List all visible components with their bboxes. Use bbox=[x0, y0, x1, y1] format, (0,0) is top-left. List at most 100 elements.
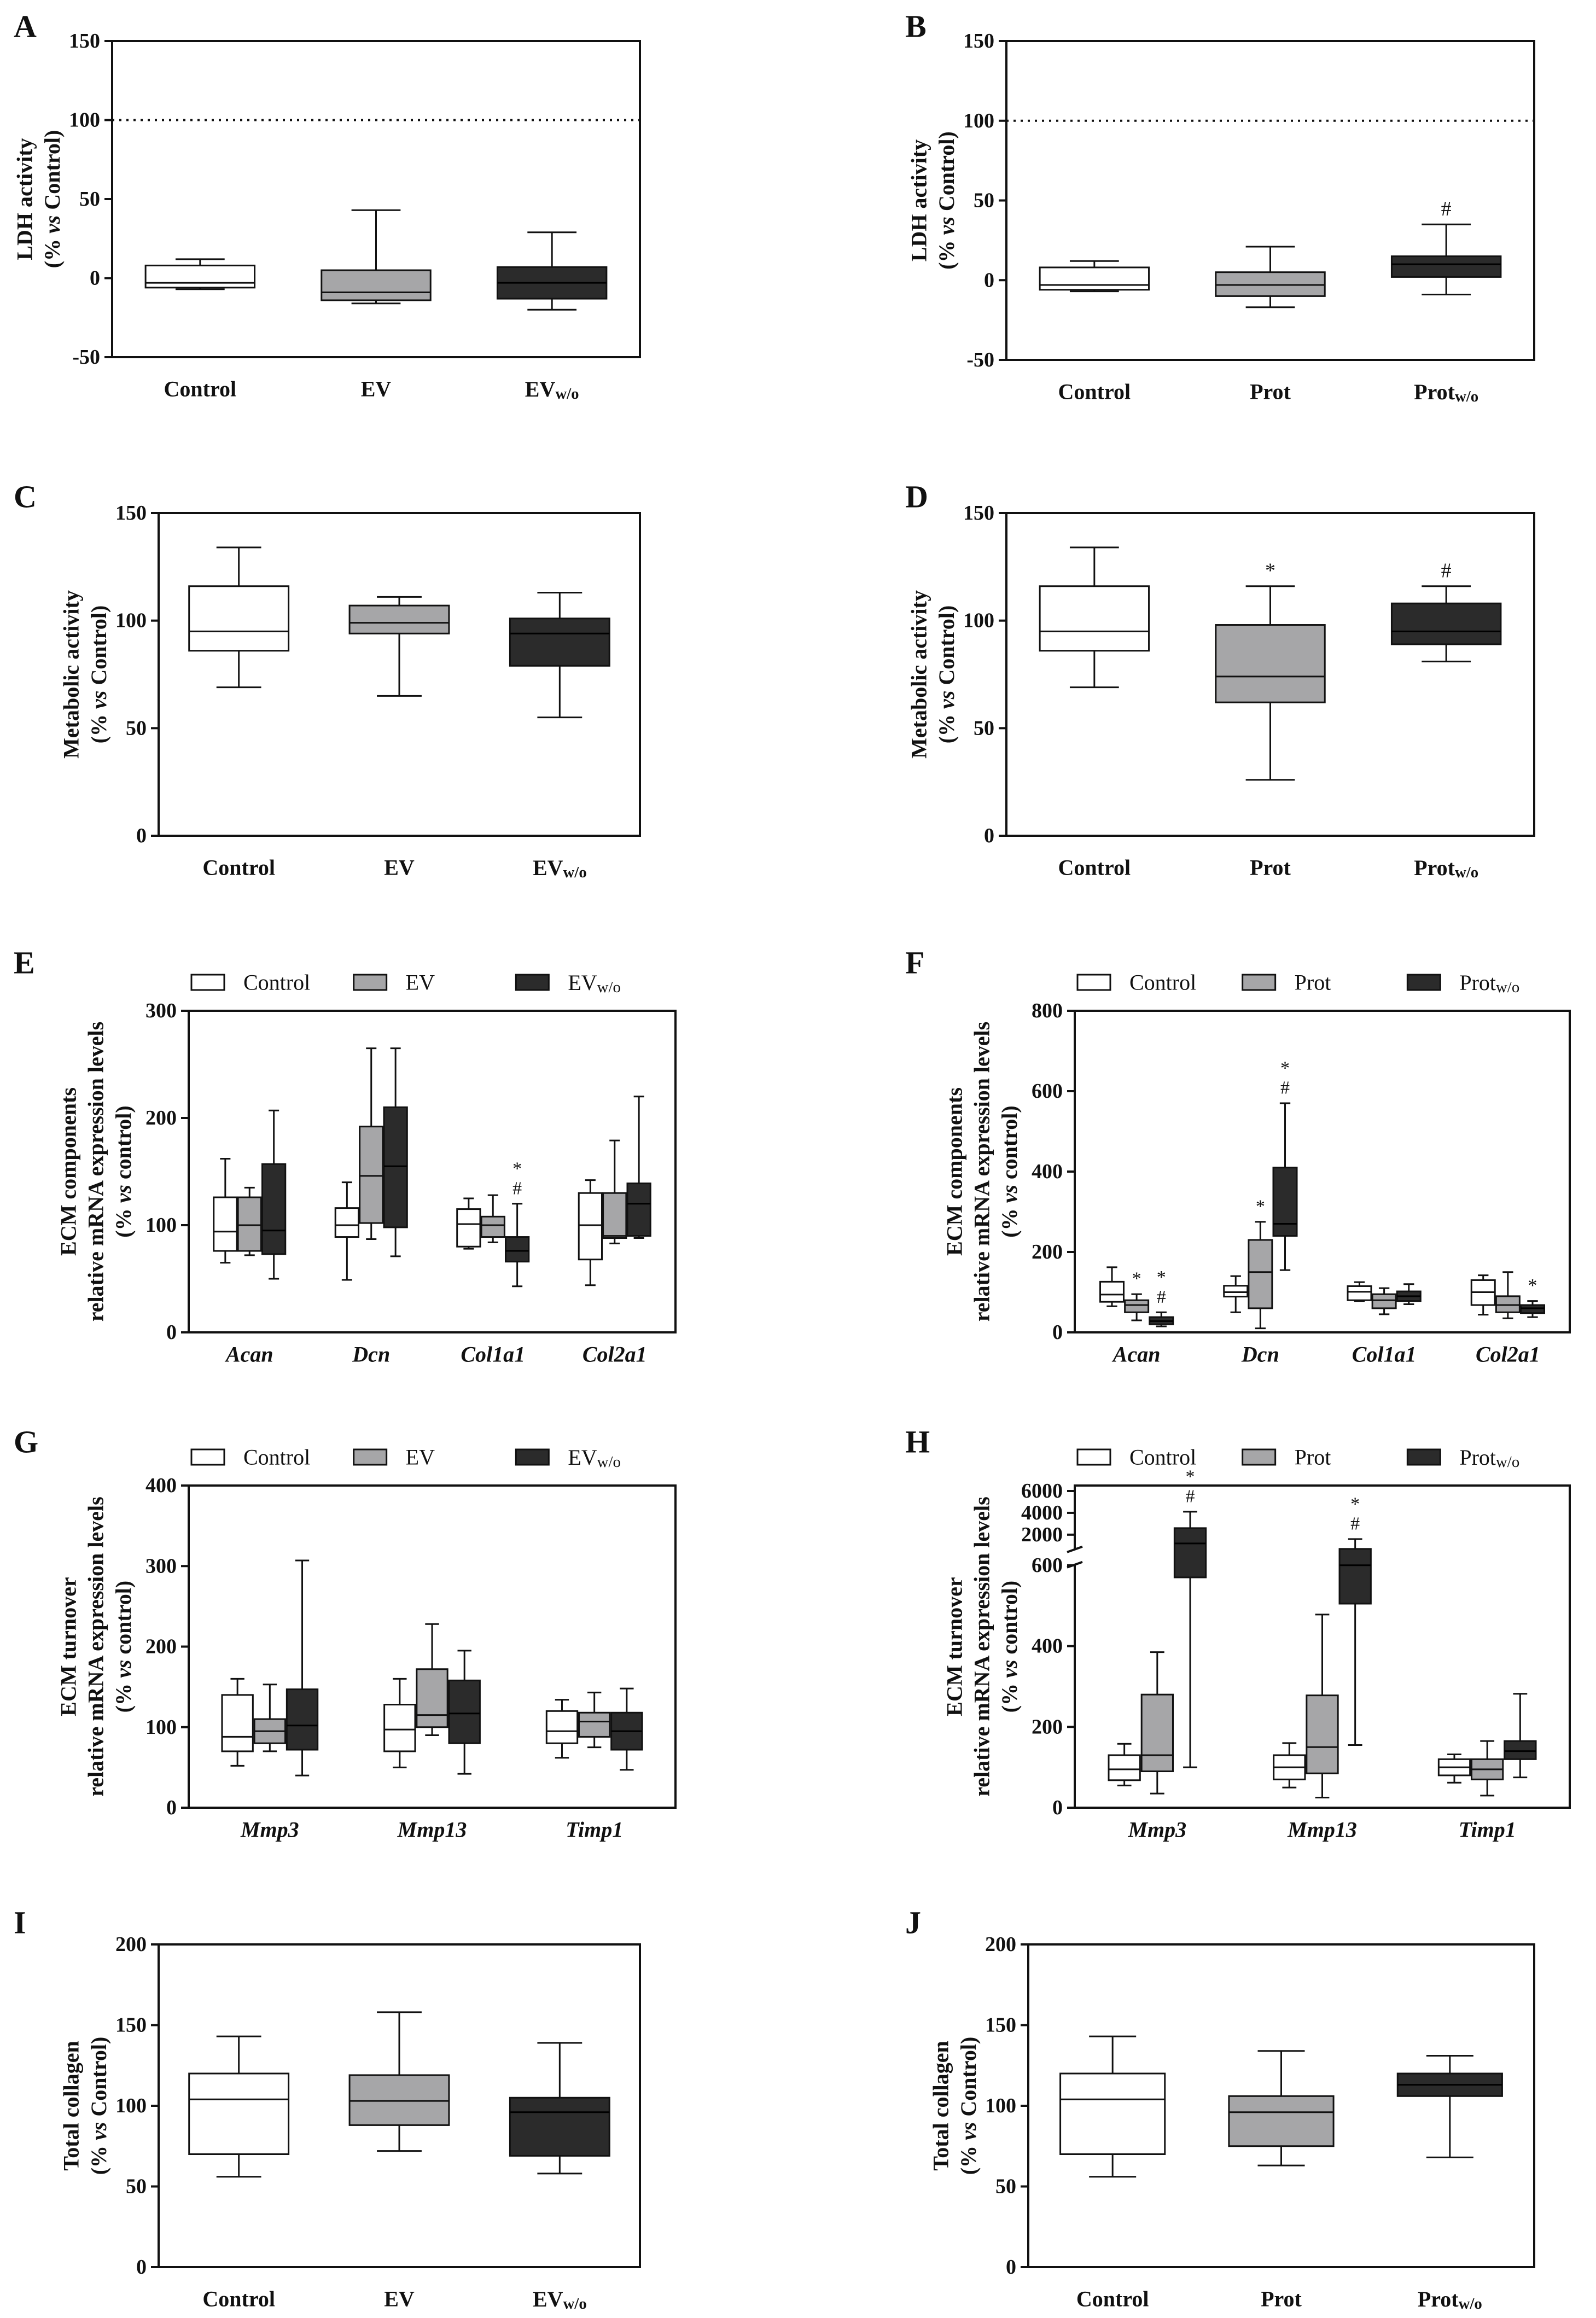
legend-label: EVw/o bbox=[568, 970, 621, 996]
box-plot bbox=[578, 1179, 603, 1286]
y-axis-label: Total collagen bbox=[59, 2041, 84, 2170]
legend-label: Protw/o bbox=[1459, 970, 1519, 996]
x-category-label: Acan bbox=[224, 1342, 273, 1367]
x-category-label: Dcn bbox=[352, 1342, 390, 1367]
y-tick-label: 200 bbox=[145, 1635, 177, 1658]
x-category-label: Protw/o bbox=[1414, 380, 1478, 405]
legend-swatch bbox=[353, 1448, 388, 1466]
x-category-label: EVw/o bbox=[525, 377, 579, 403]
box-plot bbox=[1223, 1275, 1249, 1313]
box-plot: * bbox=[1215, 560, 1326, 781]
significance-mark: * bbox=[512, 1158, 522, 1179]
legend-label: EV bbox=[406, 970, 435, 995]
box-iqr bbox=[1124, 1299, 1150, 1313]
box-plot bbox=[1396, 1283, 1422, 1306]
y-axis-label: Total collagen bbox=[929, 2041, 953, 2170]
box-plot bbox=[321, 209, 432, 305]
box-iqr bbox=[1039, 585, 1150, 652]
legend-swatch bbox=[515, 974, 550, 991]
plot-frame bbox=[158, 512, 641, 837]
y-tick-label: 100 bbox=[145, 1716, 177, 1739]
box-plot bbox=[213, 1157, 238, 1264]
x-category-label: Timp1 bbox=[566, 1818, 623, 1842]
y-tick-label: 0 bbox=[1052, 1796, 1063, 1819]
box-plot bbox=[1306, 1614, 1339, 1799]
x-category-label: Mmp3 bbox=[1127, 1818, 1186, 1842]
box-plot bbox=[334, 1181, 359, 1281]
y-tick-label: 800 bbox=[1032, 999, 1063, 1022]
y-tick-label: 100 bbox=[963, 109, 994, 132]
x-category-label: Protw/o bbox=[1418, 2287, 1482, 2313]
legend-label: Protw/o bbox=[1459, 1445, 1519, 1471]
y-tick-label: 0 bbox=[166, 1796, 177, 1819]
box-iqr bbox=[1228, 2095, 1335, 2147]
box-iqr bbox=[626, 1183, 651, 1237]
box-plot bbox=[610, 1687, 643, 1771]
plot-frame bbox=[1005, 512, 1535, 837]
y-tick-label: 100 bbox=[69, 109, 100, 132]
y-tick-label: 200 bbox=[115, 1933, 147, 1956]
x-category-label: Control bbox=[1076, 2287, 1149, 2311]
y-tick-label: 0 bbox=[136, 824, 147, 847]
box-plot bbox=[448, 1650, 481, 1775]
y-tick-label: 200 bbox=[145, 1106, 177, 1129]
box-iqr bbox=[383, 1704, 416, 1752]
x-category-label: Mmp13 bbox=[397, 1818, 467, 1842]
significance-mark: # bbox=[1280, 1078, 1290, 1098]
x-category-label: EV bbox=[384, 855, 415, 880]
x-category-label: Timp1 bbox=[1459, 1818, 1516, 1842]
y-tick-label: 400 bbox=[1032, 1160, 1063, 1183]
x-category-label: Control bbox=[1058, 380, 1131, 404]
significance-mark: * bbox=[1528, 1276, 1537, 1296]
box-iqr bbox=[1099, 1280, 1125, 1303]
y-axis-label: (% vs control) bbox=[997, 1581, 1022, 1713]
box-iqr bbox=[1371, 1293, 1397, 1309]
box-iqr bbox=[1223, 1285, 1249, 1298]
box-plot bbox=[359, 1047, 384, 1240]
box-plot: #* bbox=[505, 1158, 530, 1288]
legend-swatch bbox=[190, 974, 225, 991]
box-plot bbox=[496, 231, 608, 311]
plot-frame bbox=[1005, 40, 1535, 361]
y-tick-label: 4000 bbox=[1021, 1501, 1063, 1524]
y-axis-label: ECM turnover bbox=[942, 1577, 967, 1716]
y-tick-label: 150 bbox=[115, 502, 147, 525]
x-category-label: Mmp13 bbox=[1287, 1818, 1357, 1842]
panel-d: D 150 100 50 0 Metabolic activity (% vs Contro… bbox=[905, 479, 1535, 881]
legend-label: Prot bbox=[1295, 1445, 1331, 1470]
box-iqr bbox=[1338, 1548, 1372, 1605]
panel-letter: C bbox=[14, 479, 37, 515]
box-plot bbox=[509, 592, 610, 719]
legend-swatch bbox=[1242, 1448, 1277, 1466]
y-tick-label: 100 bbox=[985, 2094, 1016, 2117]
box-iqr bbox=[348, 604, 450, 634]
y-tick-label: 0 bbox=[1006, 2256, 1016, 2279]
box-plot: # bbox=[1390, 197, 1502, 295]
legend-swatch bbox=[1242, 974, 1277, 991]
y-tick-label: 0 bbox=[984, 824, 994, 847]
legend-label: Control bbox=[1129, 1445, 1196, 1470]
y-tick-label: -50 bbox=[966, 348, 994, 371]
y-tick-label: 0 bbox=[166, 1321, 177, 1344]
box-plot bbox=[1039, 260, 1150, 293]
x-category-label: EVw/o bbox=[533, 2287, 587, 2313]
legend-swatch bbox=[1406, 974, 1441, 991]
box-plot bbox=[144, 258, 256, 290]
box-iqr bbox=[221, 1694, 254, 1752]
box-iqr bbox=[1306, 1694, 1339, 1774]
box-iqr bbox=[578, 1711, 611, 1738]
box-iqr bbox=[1173, 1527, 1207, 1579]
y-axis-label: LDH activity bbox=[907, 139, 931, 261]
panel-f: F 800 600 400 200 0 ECM components relative mRN… bbox=[905, 945, 1571, 1367]
box-iqr bbox=[188, 585, 290, 652]
box-plot bbox=[261, 1109, 287, 1280]
y-axis-label: relative mRNA expression levels bbox=[84, 1496, 108, 1796]
box-iqr bbox=[1108, 1754, 1141, 1781]
box-plot bbox=[1495, 1271, 1521, 1319]
box-plot: #* bbox=[1272, 1058, 1298, 1271]
box-plot bbox=[286, 1559, 319, 1777]
legend-label: EV bbox=[406, 1445, 435, 1470]
y-tick-label: 400 bbox=[1032, 1635, 1063, 1658]
legend-swatch bbox=[1076, 974, 1111, 991]
